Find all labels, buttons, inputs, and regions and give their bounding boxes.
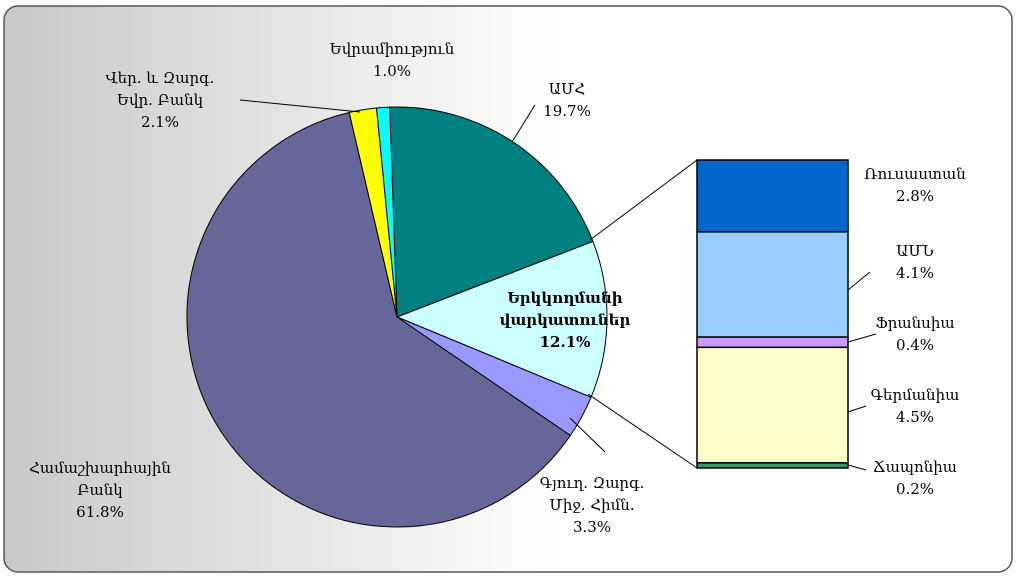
value-label: 2.1% xyxy=(140,113,180,131)
category-label: Գերմանիա xyxy=(870,386,960,404)
category-label: Վեր. և Զարգ. Եվր. Բանկ xyxy=(105,69,215,109)
leader-line xyxy=(847,333,877,343)
pie-slice xyxy=(186,111,572,528)
value-label: 1.0% xyxy=(372,62,412,80)
data-label: Ֆրանսիա 0.4% xyxy=(875,312,954,356)
category-label: Գյուղ. Զարգ. Միջ. Հիմն. xyxy=(539,474,645,514)
value-label: 4.1% xyxy=(895,264,935,282)
bar-segment xyxy=(696,462,849,469)
category-label: Ճապոնիա xyxy=(872,458,958,476)
data-label: ԱՄՆ 4.1% xyxy=(896,240,934,284)
data-label: ԱՄՀ 19.7% xyxy=(543,78,591,122)
value-label: 61.8% xyxy=(76,503,124,521)
bar-segment xyxy=(696,346,849,464)
marks xyxy=(186,106,849,528)
bar-segment xyxy=(696,231,849,338)
leader-line xyxy=(569,417,606,453)
category-label: ԱՄՀ xyxy=(548,80,586,98)
value-label: 12.1% xyxy=(539,333,591,351)
data-label: Ճապոնիա 0.2% xyxy=(873,456,957,500)
data-label: Եվրամիություն 1.0% xyxy=(330,38,455,82)
pie-slice xyxy=(395,240,608,398)
connector-line xyxy=(587,393,698,469)
data-label: Համաշխարհային Բանկ 61.8% xyxy=(29,457,171,523)
value-label: 19.7% xyxy=(543,102,591,120)
value-label: 0.2% xyxy=(895,480,935,498)
value-label: 3.3% xyxy=(572,518,612,536)
data-label: Գերմանիա 4.5% xyxy=(871,384,960,428)
data-label: Ռուսաստան 2.8% xyxy=(864,163,966,207)
pie-slice xyxy=(375,106,398,318)
data-label: Վեր. և Զարգ. Եվր. Բանկ 2.1% xyxy=(106,67,215,133)
pie-slice xyxy=(389,106,594,318)
leader-line xyxy=(239,99,361,113)
value-label: 2.8% xyxy=(895,187,935,205)
leader-line xyxy=(847,405,867,413)
category-label: Երկկողմանի վարկատուներ xyxy=(499,289,631,329)
category-label: Ֆրանսիա xyxy=(875,314,955,332)
bar-segment xyxy=(696,159,849,233)
value-label: 4.5% xyxy=(895,408,935,426)
bar-segment xyxy=(696,336,849,349)
category-label: Եվրամիություն xyxy=(329,40,455,58)
category-label: Համաշխարհային Բանկ xyxy=(29,459,171,499)
connector-line xyxy=(589,159,698,241)
data-label: Երկկողմանի վարկատուներ 12.1% xyxy=(500,287,631,353)
category-label: ԱՄՆ xyxy=(896,242,934,260)
value-label: 0.4% xyxy=(895,336,935,354)
leader-line xyxy=(847,464,867,471)
category-label: Ռուսաստան xyxy=(864,165,966,183)
leaders xyxy=(239,99,877,471)
data-label: Գյուղ. Զարգ. Միջ. Հիմն. 3.3% xyxy=(540,472,645,538)
leader-line xyxy=(511,104,536,143)
leader-line xyxy=(847,271,871,291)
